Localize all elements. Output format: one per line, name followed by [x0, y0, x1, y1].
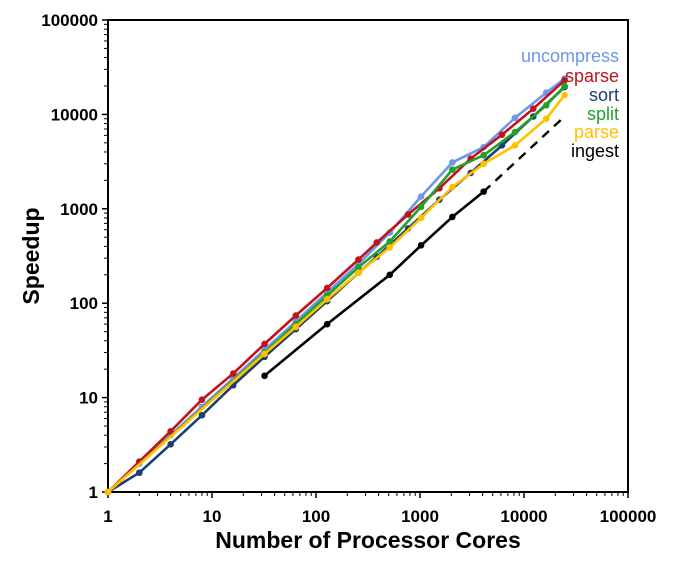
data-point-sort — [167, 441, 174, 448]
data-point-parse — [511, 142, 519, 149]
x-axis-title: Number of Processor Cores — [215, 527, 520, 553]
data-point-split — [542, 101, 550, 109]
legend-entry-sort: sort — [589, 85, 619, 105]
data-point-split — [417, 203, 425, 211]
data-point-split — [449, 166, 456, 173]
legend-entry-uncompress: uncompress — [521, 46, 619, 66]
x-axis-ticks: 1 10 100 1000 10000 100000 — [103, 492, 656, 526]
data-point-sparse — [530, 105, 537, 112]
x-tick-label: 1 — [103, 507, 112, 526]
data-point-split — [386, 238, 394, 245]
data-point-uncompress — [449, 159, 456, 166]
data-point-parse — [417, 214, 425, 222]
x-tick-label: 100000 — [600, 507, 657, 526]
data-point-parse — [104, 488, 112, 496]
data-point-sparse — [229, 370, 237, 377]
data-point-ingest — [449, 213, 456, 221]
data-point-split — [561, 82, 568, 90]
data-point-sparse — [167, 427, 174, 435]
series-line-ingest — [263, 190, 485, 377]
data-point-split — [355, 264, 362, 271]
data-point-parse — [561, 91, 568, 99]
series-line-parse — [107, 94, 566, 493]
data-point-sparse — [323, 284, 331, 292]
data-point-ingest — [417, 242, 425, 249]
data-point-sparse — [404, 211, 412, 218]
legend-entry-sparse: sparse — [565, 66, 619, 86]
data-point-sort — [136, 469, 143, 477]
x-tick-label: 100 — [302, 507, 330, 526]
data-point-sparse — [373, 239, 381, 246]
data-point-parse — [542, 115, 550, 123]
data-point-split — [480, 151, 487, 159]
data-point-sort — [198, 411, 206, 419]
y-axis-title: Speedup — [18, 207, 44, 304]
legend-entry-parse: parse — [574, 122, 619, 142]
series-sparse — [104, 76, 568, 496]
data-point-ingest — [386, 271, 394, 279]
data-point-uncompress — [511, 114, 519, 122]
legend-entry-ingest: ingest — [571, 141, 619, 161]
series-line-split — [107, 85, 566, 493]
data-point-parse — [449, 183, 456, 191]
y-tick-label: 100 — [70, 294, 98, 313]
x-tick-label: 10000 — [500, 507, 547, 526]
data-point-ingest — [323, 320, 331, 328]
data-point-parse — [323, 295, 331, 303]
x-tick-label: 1000 — [401, 507, 439, 526]
data-point-parse — [261, 350, 268, 358]
data-point-ingest — [480, 188, 487, 195]
data-point-sparse — [261, 340, 268, 348]
data-point-sparse — [498, 131, 506, 138]
data-point-parse — [355, 269, 362, 277]
data-point-sparse — [561, 76, 568, 84]
legend-entry-split: split — [587, 104, 619, 124]
y-tick-label: 1000 — [60, 200, 98, 219]
y-tick-label: 10 — [79, 389, 98, 408]
y-tick-label: 1 — [89, 483, 98, 502]
series-projection-ingest — [482, 115, 566, 193]
data-point-sparse — [198, 396, 206, 404]
y-tick-label: 10000 — [51, 105, 98, 124]
series-layer — [104, 75, 568, 496]
y-tick-label: 100000 — [41, 11, 98, 30]
data-point-parse — [292, 323, 300, 331]
y-axis-ticks: 1 10 100 1000 10000 100000 — [41, 11, 108, 502]
data-point-parse — [480, 160, 487, 168]
data-point-parse — [386, 244, 394, 251]
data-point-sparse — [292, 312, 300, 319]
series-line-sparse — [107, 79, 566, 493]
data-point-uncompress — [417, 193, 425, 200]
data-point-sparse — [355, 256, 362, 263]
series-ingest — [261, 115, 566, 380]
data-point-ingest — [261, 372, 268, 380]
series-parse — [104, 91, 568, 496]
data-point-split — [511, 128, 519, 136]
x-tick-label: 10 — [203, 507, 222, 526]
